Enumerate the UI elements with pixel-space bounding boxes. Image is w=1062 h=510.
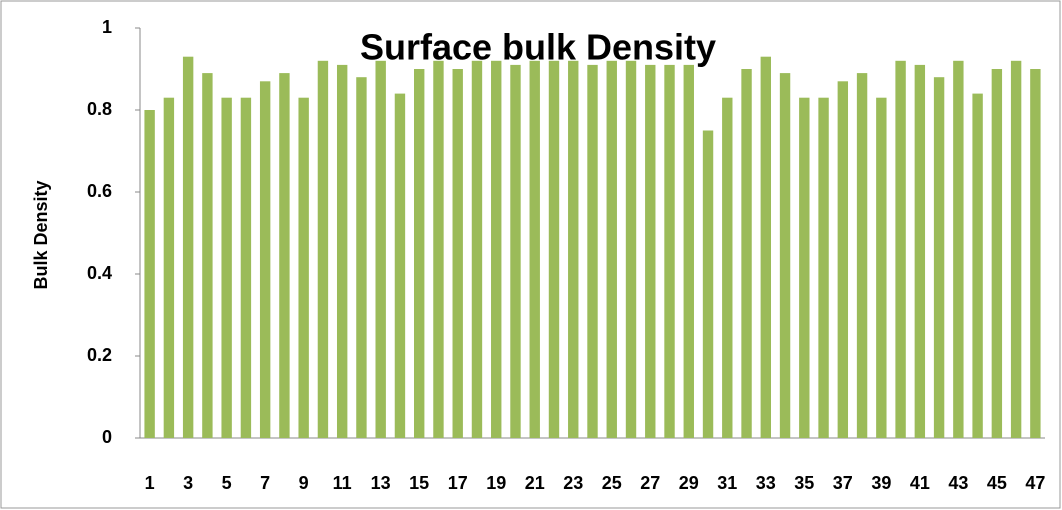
- bar: [279, 73, 290, 438]
- x-tick-label: 47: [1025, 473, 1045, 493]
- bar: [1030, 69, 1041, 438]
- x-tick-label: 9: [299, 473, 309, 493]
- bar: [298, 97, 309, 438]
- bar: [375, 60, 386, 439]
- bar: [356, 77, 367, 438]
- bar: [587, 64, 598, 439]
- x-tick-label: 7: [260, 473, 270, 493]
- bar: [953, 60, 964, 439]
- bar: [972, 93, 983, 438]
- bar: [683, 64, 694, 439]
- bar: [336, 64, 348, 439]
- bar: [529, 60, 540, 439]
- x-tick-label: 23: [563, 473, 583, 493]
- bar: [259, 81, 271, 439]
- x-tick-label: 45: [987, 473, 1007, 493]
- bar: [799, 97, 810, 438]
- y-axis-label: Bulk Density: [31, 180, 51, 289]
- bar: [510, 64, 521, 439]
- bar: [144, 110, 155, 438]
- bar: [471, 60, 483, 439]
- bar: [856, 73, 868, 438]
- bar: [452, 69, 463, 438]
- x-tick-label: 31: [717, 473, 737, 493]
- x-tick-label: 43: [948, 473, 968, 493]
- bar: [664, 64, 675, 439]
- bar: [779, 73, 791, 438]
- chart-title: Surface bulk Density: [360, 27, 716, 68]
- bar: [991, 69, 1003, 438]
- bar: [202, 73, 213, 438]
- y-tick-label: 0.2: [87, 345, 112, 365]
- y-tick-label: 0: [102, 427, 112, 447]
- x-tick-label: 11: [333, 473, 352, 493]
- bar: [433, 60, 444, 439]
- x-tick-label: 3: [183, 473, 193, 493]
- bar: [548, 60, 560, 439]
- y-tick-label: 0.8: [87, 99, 112, 119]
- y-tick-label: 0.6: [87, 181, 112, 201]
- bar: [221, 97, 232, 438]
- x-tick-label: 39: [871, 473, 891, 493]
- y-tick-label: 0.4: [87, 263, 112, 283]
- bar: [491, 60, 502, 439]
- x-tick-label: 25: [602, 473, 622, 493]
- bar: [645, 64, 656, 439]
- bar: [741, 69, 752, 438]
- bar: [876, 97, 887, 438]
- bar: [568, 60, 579, 439]
- bar: [394, 93, 406, 438]
- bar: [317, 60, 329, 439]
- x-tick-label: 13: [371, 473, 391, 493]
- x-tick-label: 21: [525, 473, 545, 493]
- x-tick-label: 15: [409, 473, 429, 493]
- x-tick-label: 17: [448, 473, 468, 493]
- bar: [163, 97, 175, 438]
- bar: [182, 56, 194, 438]
- x-tick-label: 35: [794, 473, 814, 493]
- x-tick-label: 33: [756, 473, 776, 493]
- bar: [606, 60, 617, 439]
- bar: [933, 77, 945, 438]
- bar: [722, 97, 733, 438]
- bar: [240, 97, 252, 438]
- bar: [625, 60, 637, 439]
- x-tick-label: 27: [640, 473, 660, 493]
- x-tick-label: 19: [486, 473, 506, 493]
- bar: [760, 56, 771, 438]
- bar: [818, 97, 829, 438]
- bar: [1010, 60, 1022, 439]
- x-tick-label: 37: [833, 473, 853, 493]
- x-tick-label: 29: [679, 473, 699, 493]
- bar: [895, 60, 906, 439]
- x-tick-label: 5: [222, 473, 232, 493]
- x-tick-label: 1: [145, 473, 155, 493]
- bar: [414, 69, 425, 438]
- bar: [702, 130, 714, 438]
- bar: [837, 81, 849, 439]
- x-tick-label: 41: [910, 473, 930, 493]
- bar: [914, 64, 926, 439]
- y-tick-label: 1: [102, 17, 112, 37]
